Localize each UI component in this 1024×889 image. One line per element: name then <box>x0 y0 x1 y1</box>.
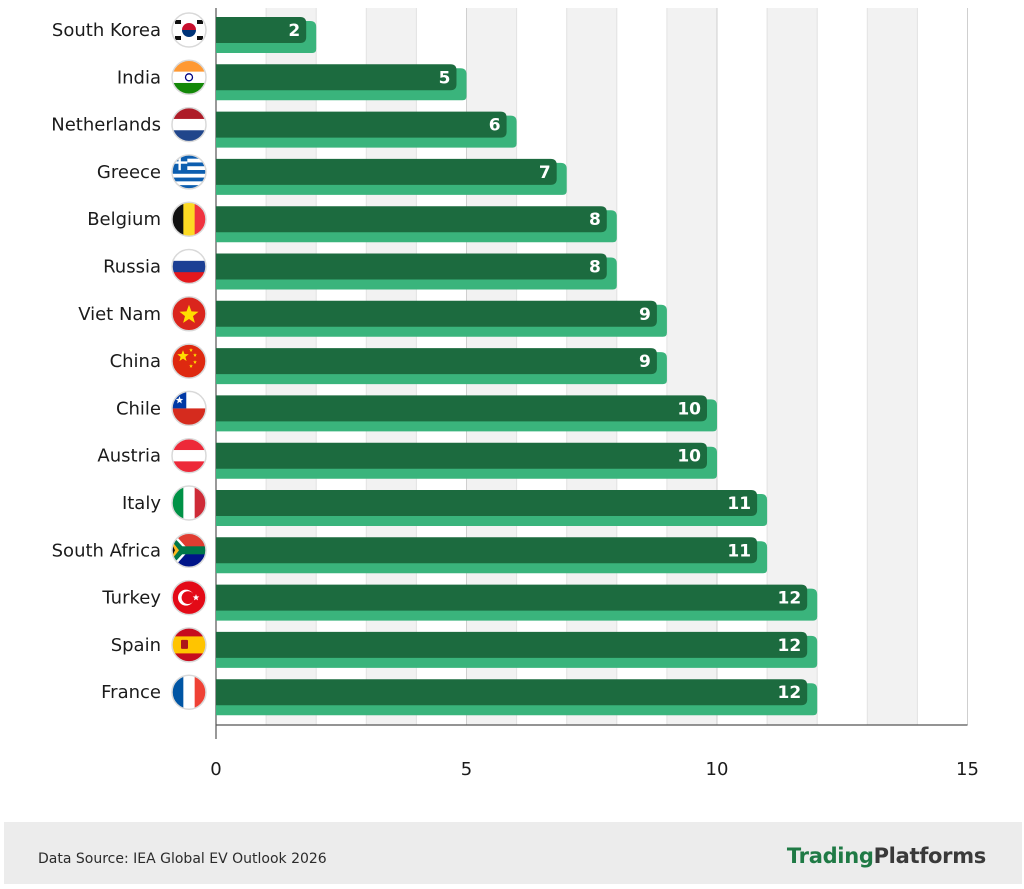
brand-logo-part2: Platforms <box>873 844 987 868</box>
category-label-india: India <box>117 67 161 88</box>
category-label-south-korea: South Korea <box>52 20 161 41</box>
brand-logo: TradingPlatforms <box>787 844 986 868</box>
bar <box>216 17 307 43</box>
bar-value-label: 12 <box>778 683 802 703</box>
bar-value-label: 8 <box>589 210 601 230</box>
bar <box>216 348 657 375</box>
bar <box>216 679 808 706</box>
vietnam-flag-icon <box>171 296 207 332</box>
bar <box>216 111 507 138</box>
brand-logo-part1: Trading <box>786 844 874 868</box>
bar-value-label: 7 <box>539 163 551 183</box>
bar-value-label: 10 <box>677 399 701 419</box>
x-tick-label: 5 <box>461 759 472 780</box>
plot-stripe <box>917 8 968 725</box>
bar-value-label: 6 <box>489 116 501 136</box>
category-label-greece: Greece <box>97 162 161 183</box>
bar-value-label: 2 <box>288 21 300 41</box>
austria-flag-icon <box>171 437 207 474</box>
belgium-flag-icon <box>171 201 207 237</box>
netherlands-flag-icon <box>171 106 207 143</box>
chile-flag-icon <box>171 390 207 427</box>
x-tick-label: 15 <box>956 759 979 780</box>
bar <box>216 442 707 469</box>
bar <box>216 490 758 516</box>
bar-value-label: 11 <box>727 494 751 514</box>
bar-value-label: 5 <box>439 68 451 88</box>
bar-value-label: 8 <box>589 258 601 278</box>
south-korea-flag-icon <box>171 12 207 48</box>
category-label-chile: Chile <box>116 398 161 419</box>
bar <box>216 584 808 611</box>
italy-flag-icon <box>171 485 207 521</box>
plot-stripe <box>817 8 868 725</box>
bar-value-label: 11 <box>727 541 751 561</box>
south-africa-flag-icon <box>171 532 207 569</box>
category-label-spain: Spain <box>111 635 161 656</box>
bar-value-label: 12 <box>778 636 802 656</box>
bar <box>216 537 758 564</box>
bar <box>216 395 707 422</box>
category-label-turkey: Turkey <box>101 588 161 609</box>
x-tick-label: 10 <box>706 759 729 780</box>
bar <box>216 158 557 185</box>
category-label-south-africa: South Africa <box>52 540 161 561</box>
category-label-austria: Austria <box>97 446 161 467</box>
bar <box>216 631 808 658</box>
turkey-flag-icon <box>171 579 207 616</box>
category-label-netherlands: Netherlands <box>51 115 161 136</box>
bar <box>216 253 607 280</box>
data-source-note: Data Source: IEA Global EV Outlook 2026 <box>38 851 327 867</box>
france-flag-icon <box>171 674 207 710</box>
bar <box>216 64 457 91</box>
bar <box>216 300 657 327</box>
category-label-italy: Italy <box>122 493 161 514</box>
india-flag-icon <box>171 59 207 96</box>
x-tick-label: 0 <box>210 759 221 780</box>
bar-value-label: 9 <box>639 352 651 372</box>
bar <box>216 206 607 233</box>
category-label-russia: Russia <box>103 257 161 278</box>
plot-stripe <box>867 8 918 725</box>
russia-flag-icon <box>171 248 207 285</box>
bar-value-label: 9 <box>639 305 651 325</box>
greece-flag-icon <box>171 154 207 190</box>
spain-flag-icon <box>171 627 207 663</box>
category-label-france: France <box>101 682 161 703</box>
bar-value-label: 12 <box>778 589 802 609</box>
category-label-viet-nam: Viet Nam <box>78 304 161 325</box>
bar-chart: 0 5 10 15 2 South Korea 5 India 6 Netherlands 7 Gre… <box>51 8 979 780</box>
china-flag-icon <box>171 343 207 379</box>
bar-value-label: 10 <box>677 447 701 467</box>
category-label-belgium: Belgium <box>87 209 161 230</box>
footer: Data Source: IEA Global EV Outlook 2026 … <box>4 822 1022 884</box>
category-label-china: China <box>110 351 161 372</box>
